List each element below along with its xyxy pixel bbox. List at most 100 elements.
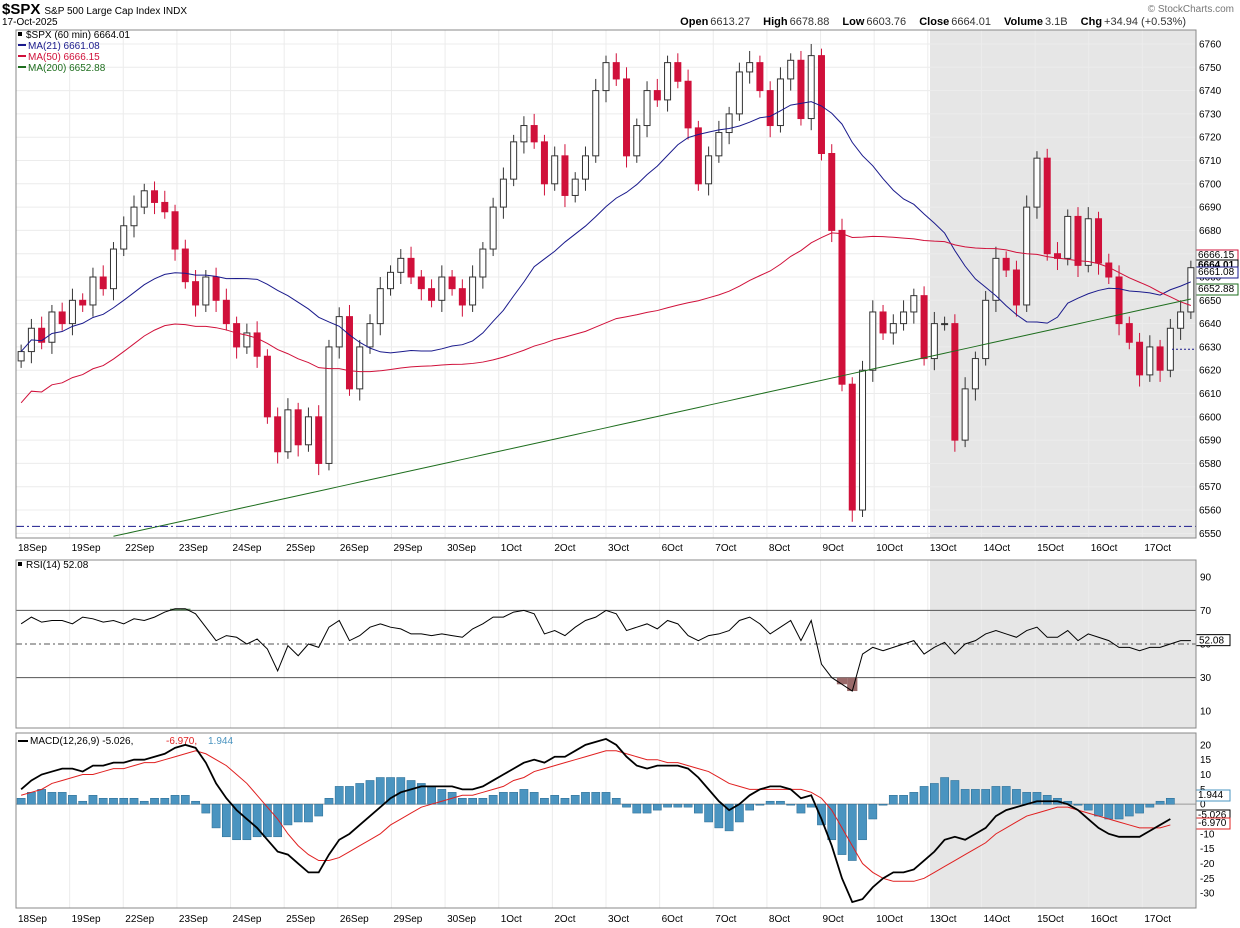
macd-histogram-bar <box>622 803 631 808</box>
rsi-oversold-fill <box>836 677 848 685</box>
current-week-shade <box>930 733 1196 908</box>
price-tick-label: 6550 <box>1199 529 1222 540</box>
macd-histogram-bar <box>304 803 313 823</box>
candle-body <box>920 295 928 360</box>
price-tick-label: 6690 <box>1199 203 1222 214</box>
candle <box>1146 335 1154 382</box>
macd-histogram-bar <box>591 792 601 805</box>
date-tick-label: 2Oct <box>554 543 575 554</box>
candle <box>171 204 179 261</box>
candle <box>951 314 959 452</box>
date-tick-label: 17Oct <box>1144 543 1171 554</box>
macd-histogram-bar <box>652 803 662 811</box>
price-label: 6661.08 <box>1198 267 1235 278</box>
candle-body <box>715 132 723 157</box>
rsi-panel-frame <box>15 559 1197 729</box>
macd-histogram-bar <box>693 803 703 814</box>
candle <box>1064 209 1072 266</box>
candle-body <box>520 125 528 143</box>
candle <box>684 69 692 140</box>
candle <box>561 144 569 208</box>
date-tick-label: 13Oct <box>930 914 957 925</box>
macd-histogram-bar <box>888 795 898 805</box>
candle-body <box>725 113 733 134</box>
macd-histogram-bar <box>971 789 980 805</box>
candle <box>1187 260 1195 319</box>
macd-value-label: -6.970 <box>1198 818 1227 829</box>
macd-histogram-bar <box>170 795 180 805</box>
macd-histogram-bar <box>929 783 939 805</box>
macd-histogram-bar <box>673 803 683 808</box>
date-tick-label: 15Oct <box>1037 914 1064 925</box>
candle-body <box>900 311 908 325</box>
date-tick-label: 18Sep <box>18 914 47 925</box>
candle-body <box>510 141 518 180</box>
macd-histogram-bar <box>457 798 467 805</box>
price-label: 6664.01 <box>1198 260 1235 271</box>
macd-histogram-bar <box>581 792 590 805</box>
candle-body <box>376 288 384 325</box>
macd-histogram-bar <box>427 786 436 805</box>
macd-tick-label: -15 <box>1200 844 1215 855</box>
date-tick-label: 9Oct <box>823 914 844 925</box>
candle <box>417 270 425 301</box>
macd-histogram-bar <box>1022 792 1032 805</box>
candle <box>407 246 415 284</box>
candle-body <box>982 299 990 360</box>
macd-histogram-bar <box>704 803 713 823</box>
candle-body <box>202 276 210 306</box>
macd-histogram-bar <box>683 803 693 808</box>
price-legend-title: $SPX (60 min) 6664.01 <box>26 30 130 41</box>
macd-histogram-bar <box>488 795 498 805</box>
candle <box>766 81 774 138</box>
candle-body <box>489 206 497 250</box>
macd-histogram-bar <box>78 800 88 805</box>
chart-ticker: $SPX S&P 500 Large Cap Index INDX <box>2 1 188 18</box>
candle <box>961 377 969 448</box>
candle <box>674 53 682 89</box>
candle-body <box>192 281 200 306</box>
macd-histogram-bar <box>57 792 67 805</box>
candle <box>776 67 784 133</box>
ma50-line <box>20 232 1192 404</box>
candle-body <box>869 311 877 371</box>
candle <box>38 316 46 350</box>
candle <box>263 349 271 424</box>
macd-histogram-bar <box>37 789 47 805</box>
candle-body <box>1002 257 1010 271</box>
candle <box>181 239 189 289</box>
price-tick-label: 6750 <box>1199 63 1222 74</box>
candle <box>48 304 56 354</box>
price-tick-label: 6710 <box>1199 156 1222 167</box>
macd-histogram-bar <box>232 803 241 841</box>
candle-body <box>140 190 148 208</box>
candle <box>889 314 897 345</box>
candle <box>448 270 456 296</box>
macd-histogram-bar <box>663 803 672 808</box>
candle <box>828 144 836 243</box>
candle-body <box>1156 346 1164 371</box>
macd-histogram-bar <box>755 803 765 806</box>
candle <box>1156 339 1164 382</box>
macd-histogram-bar <box>642 803 652 814</box>
macd-histogram-bar <box>221 803 231 838</box>
candle <box>243 323 251 354</box>
macd-histogram-bar <box>909 792 919 805</box>
candle <box>817 48 825 161</box>
candle <box>499 167 507 219</box>
candle <box>1105 253 1113 284</box>
macd-histogram-bar <box>180 795 190 805</box>
macd-histogram-bar <box>273 803 283 838</box>
candle <box>756 55 764 98</box>
candle-body <box>1177 311 1185 329</box>
price-tick-label: 6700 <box>1199 179 1222 190</box>
candle <box>356 339 364 401</box>
candle-body <box>68 299 76 325</box>
candle <box>253 321 261 368</box>
candle <box>458 279 466 317</box>
macd-histogram-bar <box>847 803 857 861</box>
candle-body <box>356 346 364 390</box>
macd-histogram-bar <box>468 798 477 805</box>
macd-histogram-bar <box>365 780 375 805</box>
date-tick-label: 10Oct <box>876 543 903 554</box>
